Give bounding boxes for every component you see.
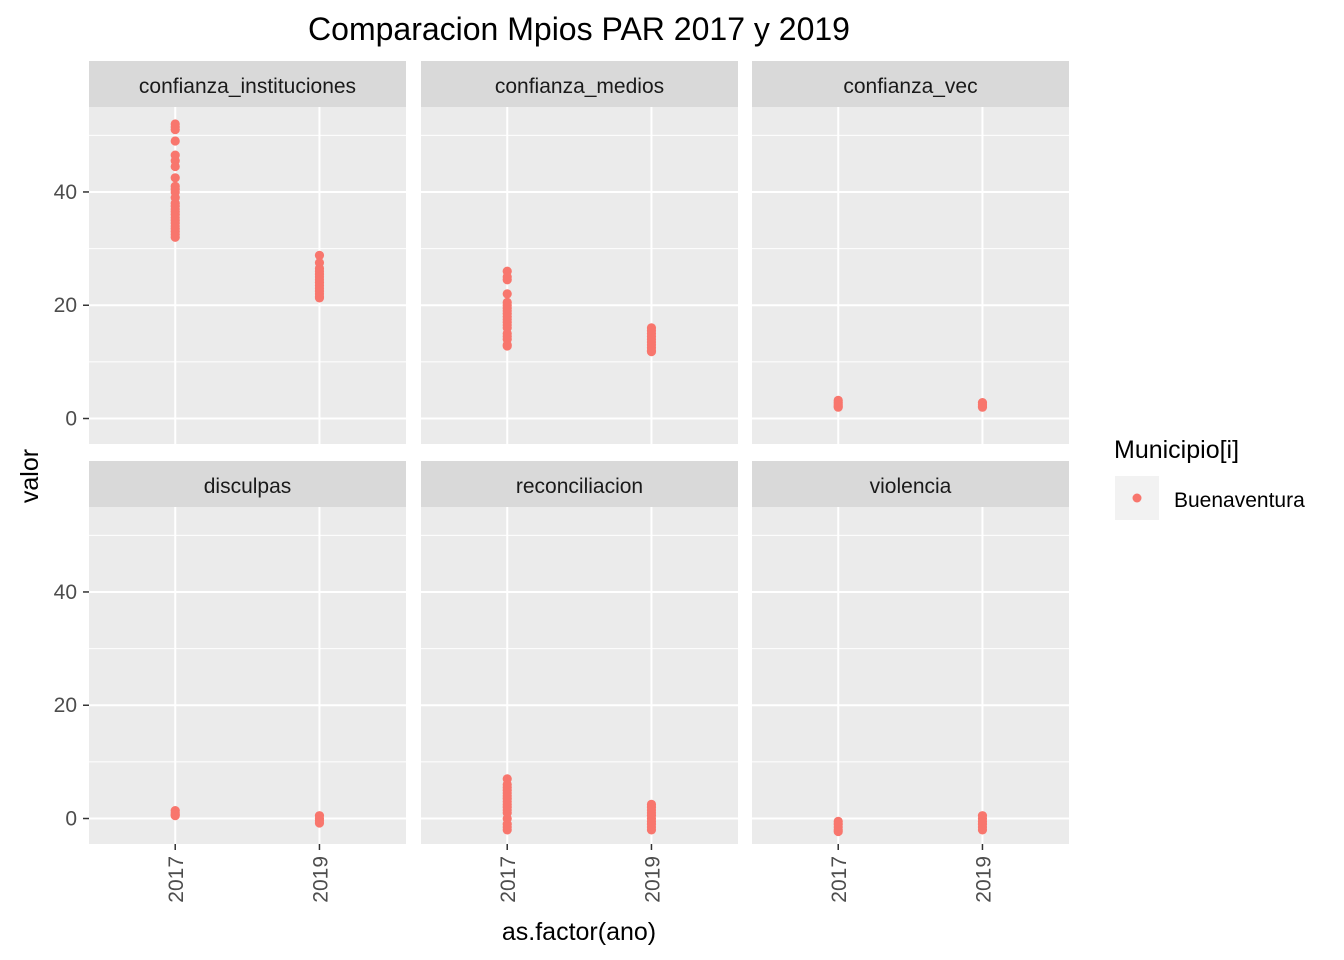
y-tick-label: 40 xyxy=(54,181,77,204)
facet-panels: confianza_instituciones 0 20 40 confianza_me… xyxy=(54,61,1069,903)
strip-label-confianza-medios: confianza_medios xyxy=(495,75,664,98)
strip-label-violencia: violencia xyxy=(870,475,952,498)
legend-label-buenaventura: Buenaventura xyxy=(1174,489,1305,512)
y-tick-label: 20 xyxy=(54,294,77,317)
data-point xyxy=(170,173,180,183)
x-tick-label: 2017 xyxy=(828,856,851,903)
panel-bg-confianza-instituciones xyxy=(89,107,406,444)
strip-label-confianza-instituciones: confianza_instituciones xyxy=(139,75,356,98)
panel-bg-confianza-medios xyxy=(421,107,738,444)
data-point xyxy=(646,825,657,835)
data-point xyxy=(314,818,325,828)
data-point xyxy=(314,293,325,303)
facet-confianza-medios: confianza_medios xyxy=(421,61,738,444)
strip-label-reconciliacion: reconciliacion xyxy=(516,475,643,498)
facet-confianza-instituciones: confianza_instituciones 0 20 40 xyxy=(54,61,406,444)
strip-disculpas xyxy=(89,461,406,507)
data-point xyxy=(977,402,988,412)
panel-bg-reconciliacion xyxy=(421,507,738,844)
data-point xyxy=(502,341,512,351)
panel-bg-violencia xyxy=(752,507,1069,844)
strip-reconciliacion xyxy=(421,461,738,507)
facet-disculpas: disculpas 0 20 40 2017 2019 xyxy=(54,461,406,903)
strip-label-confianza-vec: confianza_vec xyxy=(843,75,977,98)
y-tick-label: 20 xyxy=(54,694,77,717)
data-point xyxy=(170,125,180,135)
data-point xyxy=(833,826,843,837)
x-tick-label: 2019 xyxy=(972,856,995,903)
chart-title: Comparacion Mpios PAR 2017 y 2019 xyxy=(308,11,850,47)
legend-title: Municipio[i] xyxy=(1114,436,1239,464)
data-point xyxy=(833,402,843,412)
y-axis-title: valor xyxy=(16,449,44,503)
facet-confianza-vec: confianza_vec xyxy=(752,61,1069,444)
data-point xyxy=(646,347,657,357)
data-point xyxy=(977,825,988,835)
data-point xyxy=(314,250,325,260)
strip-confianza-vec xyxy=(752,61,1069,107)
data-point xyxy=(502,275,512,285)
y-tick-label: 0 xyxy=(65,408,77,431)
panel-bg-disculpas xyxy=(89,507,406,844)
strip-label-disculpas: disculpas xyxy=(204,475,292,498)
y-tick-label: 0 xyxy=(65,808,77,831)
data-point xyxy=(502,825,512,835)
y-tick-label: 40 xyxy=(54,581,77,604)
data-point xyxy=(170,232,180,242)
data-point xyxy=(170,811,180,821)
panel-bg-confianza-vec xyxy=(752,107,1069,444)
x-axis-title: as.factor(ano) xyxy=(502,918,656,946)
strip-violencia xyxy=(752,461,1069,507)
facet-violencia: violencia 2017 2019 xyxy=(752,461,1069,903)
x-tick-label: 2019 xyxy=(641,856,664,903)
facet-reconciliacion: reconciliacion 2017 2019 xyxy=(421,461,738,903)
strip-confianza-medios xyxy=(421,61,738,107)
strip-confianza-instituciones xyxy=(89,61,406,107)
data-point xyxy=(170,161,180,172)
data-point xyxy=(170,136,180,146)
x-tick-label: 2017 xyxy=(497,856,520,903)
data-point xyxy=(502,289,512,299)
legend-key-point xyxy=(1132,493,1142,503)
x-tick-label: 2019 xyxy=(309,856,332,903)
x-tick-label: 2017 xyxy=(165,856,188,903)
legend: Municipio[i] Buenaventura xyxy=(1114,436,1305,520)
